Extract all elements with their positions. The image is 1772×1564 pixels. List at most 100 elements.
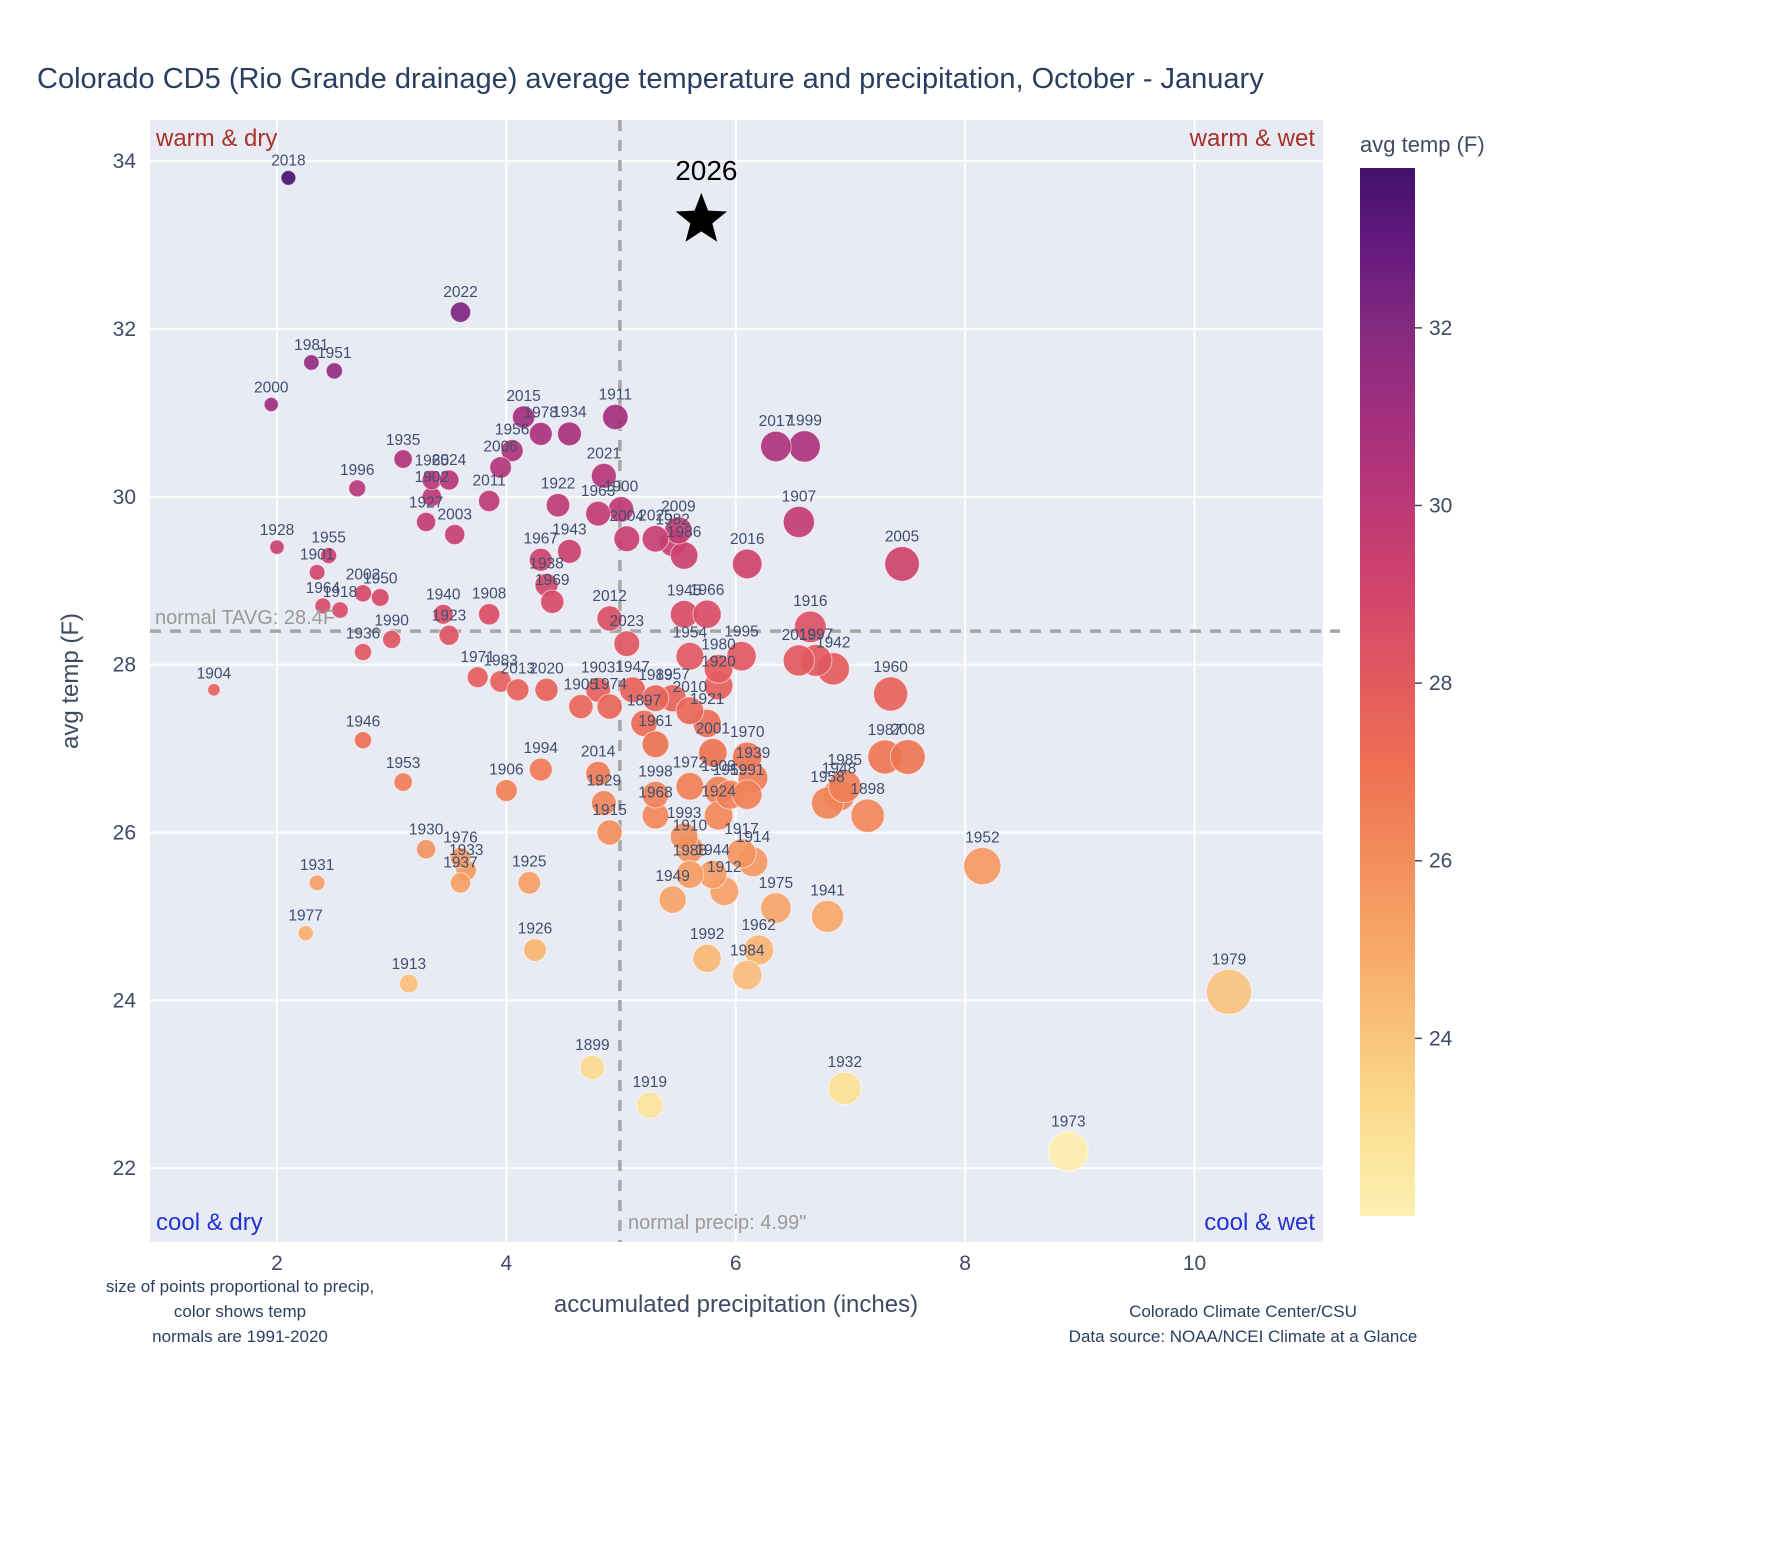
data-point-1986[interactable] — [669, 541, 699, 570]
data-point-1963[interactable] — [585, 500, 611, 527]
data-point-1927[interactable] — [415, 511, 437, 533]
data-point-1915[interactable] — [596, 819, 623, 846]
data-point-1919[interactable] — [636, 1091, 664, 1119]
data-point-1954[interactable] — [675, 641, 705, 671]
data-point-1990[interactable] — [382, 629, 402, 650]
data-point-1980[interactable] — [703, 654, 734, 684]
data-point-2020[interactable] — [534, 677, 559, 702]
data-point-2025[interactable] — [641, 524, 670, 553]
data-point-1911[interactable] — [602, 403, 629, 431]
data-point-2010[interactable] — [675, 696, 705, 726]
data-point-1991[interactable] — [731, 779, 763, 810]
data-point-1985[interactable] — [827, 769, 862, 804]
data-point-2011[interactable] — [478, 489, 501, 513]
data-point-1946[interactable] — [353, 731, 373, 750]
data-point-2013[interactable] — [506, 678, 530, 702]
data-point-1976[interactable] — [449, 846, 472, 869]
data-point-2019[interactable] — [782, 644, 815, 677]
data-point-2024[interactable] — [438, 469, 460, 491]
data-point-2003[interactable] — [444, 523, 466, 546]
data-point-1922[interactable] — [545, 492, 571, 518]
data-point-1929[interactable] — [590, 790, 617, 817]
highlight-star-2026[interactable] — [675, 192, 727, 242]
data-point-1923[interactable] — [438, 624, 460, 646]
data-point-2018[interactable] — [280, 170, 297, 186]
data-point-1907[interactable] — [782, 505, 815, 539]
data-point-1949[interactable] — [658, 885, 687, 914]
data-point-1999[interactable] — [788, 430, 821, 463]
data-point-1992[interactable] — [692, 943, 722, 973]
data-point-1966[interactable] — [692, 599, 722, 629]
data-point-2000[interactable] — [263, 396, 279, 413]
data-point-1970[interactable] — [731, 741, 763, 773]
data-point-1951[interactable] — [325, 362, 343, 380]
data-point-1988[interactable] — [675, 860, 705, 889]
data-point-1971[interactable] — [466, 666, 489, 689]
data-point-1926[interactable] — [523, 938, 547, 962]
data-point-1936[interactable] — [353, 642, 373, 662]
data-point-1998[interactable] — [641, 780, 670, 809]
data-point-1904[interactable] — [207, 683, 221, 697]
data-point-2017[interactable] — [760, 430, 792, 463]
data-point-1996[interactable] — [348, 479, 367, 498]
data-point-1918[interactable] — [331, 601, 349, 619]
data-point-1952[interactable] — [963, 846, 1002, 886]
data-point-2012[interactable] — [596, 605, 623, 632]
data-point-2006[interactable] — [489, 456, 512, 479]
data-point-1899[interactable] — [579, 1054, 606, 1081]
data-point-2015[interactable] — [511, 405, 536, 429]
data-point-1973[interactable] — [1047, 1130, 1089, 1172]
data-point-1995[interactable] — [726, 641, 757, 672]
data-point-1993[interactable] — [669, 822, 699, 851]
data-point-1961[interactable] — [641, 730, 670, 759]
data-point-1978[interactable] — [528, 421, 553, 446]
data-point-1972[interactable] — [675, 771, 705, 801]
data-point-1932[interactable] — [827, 1071, 862, 1106]
data-point-1943[interactable] — [557, 538, 582, 564]
data-point-1941[interactable] — [810, 899, 845, 933]
data-point-1917[interactable] — [726, 838, 757, 869]
data-point-1901[interactable] — [308, 563, 326, 581]
data-point-1897[interactable] — [630, 709, 658, 737]
data-point-1950[interactable] — [370, 588, 390, 607]
data-point-2022[interactable] — [449, 301, 472, 323]
data-point-2016[interactable] — [731, 548, 763, 580]
data-point-2002[interactable] — [353, 584, 373, 603]
data-point-1940[interactable] — [432, 603, 454, 625]
data-point-1930[interactable] — [415, 839, 437, 860]
data-point-1956[interactable] — [500, 439, 524, 463]
data-point-2005[interactable] — [884, 546, 920, 582]
data-point-2004[interactable] — [613, 525, 641, 553]
data-point-1906[interactable] — [494, 779, 518, 802]
data-point-1937[interactable] — [449, 872, 472, 894]
data-point-2023[interactable] — [613, 630, 641, 657]
data-point-1964[interactable] — [314, 597, 332, 615]
data-point-1974[interactable] — [596, 693, 623, 720]
data-point-2014[interactable] — [585, 760, 611, 787]
data-point-1953[interactable] — [393, 772, 413, 792]
data-point-1975[interactable] — [760, 892, 792, 924]
data-point-1981[interactable] — [303, 354, 320, 371]
data-point-2001[interactable] — [698, 738, 728, 768]
data-point-1967[interactable] — [528, 547, 553, 572]
data-point-1989[interactable] — [641, 684, 670, 713]
data-point-1913[interactable] — [399, 973, 419, 994]
data-point-1934[interactable] — [557, 421, 582, 447]
data-point-1905[interactable] — [568, 693, 594, 720]
data-point-1931[interactable] — [308, 874, 326, 892]
data-point-1979[interactable] — [1205, 968, 1253, 1015]
data-point-1925[interactable] — [517, 871, 542, 895]
data-point-1969[interactable] — [540, 589, 565, 614]
data-point-1984[interactable] — [731, 959, 763, 991]
data-point-1908[interactable] — [478, 603, 501, 626]
data-point-1955[interactable] — [320, 547, 338, 565]
data-point-1977[interactable] — [297, 925, 314, 942]
data-point-1935[interactable] — [393, 449, 413, 469]
data-point-1916[interactable] — [794, 610, 827, 644]
data-point-1960[interactable] — [872, 676, 909, 712]
data-point-2008[interactable] — [889, 739, 926, 775]
data-point-2021[interactable] — [590, 462, 617, 489]
data-point-1928[interactable] — [269, 539, 285, 555]
data-point-1994[interactable] — [528, 757, 553, 782]
data-point-1898[interactable] — [850, 798, 885, 833]
